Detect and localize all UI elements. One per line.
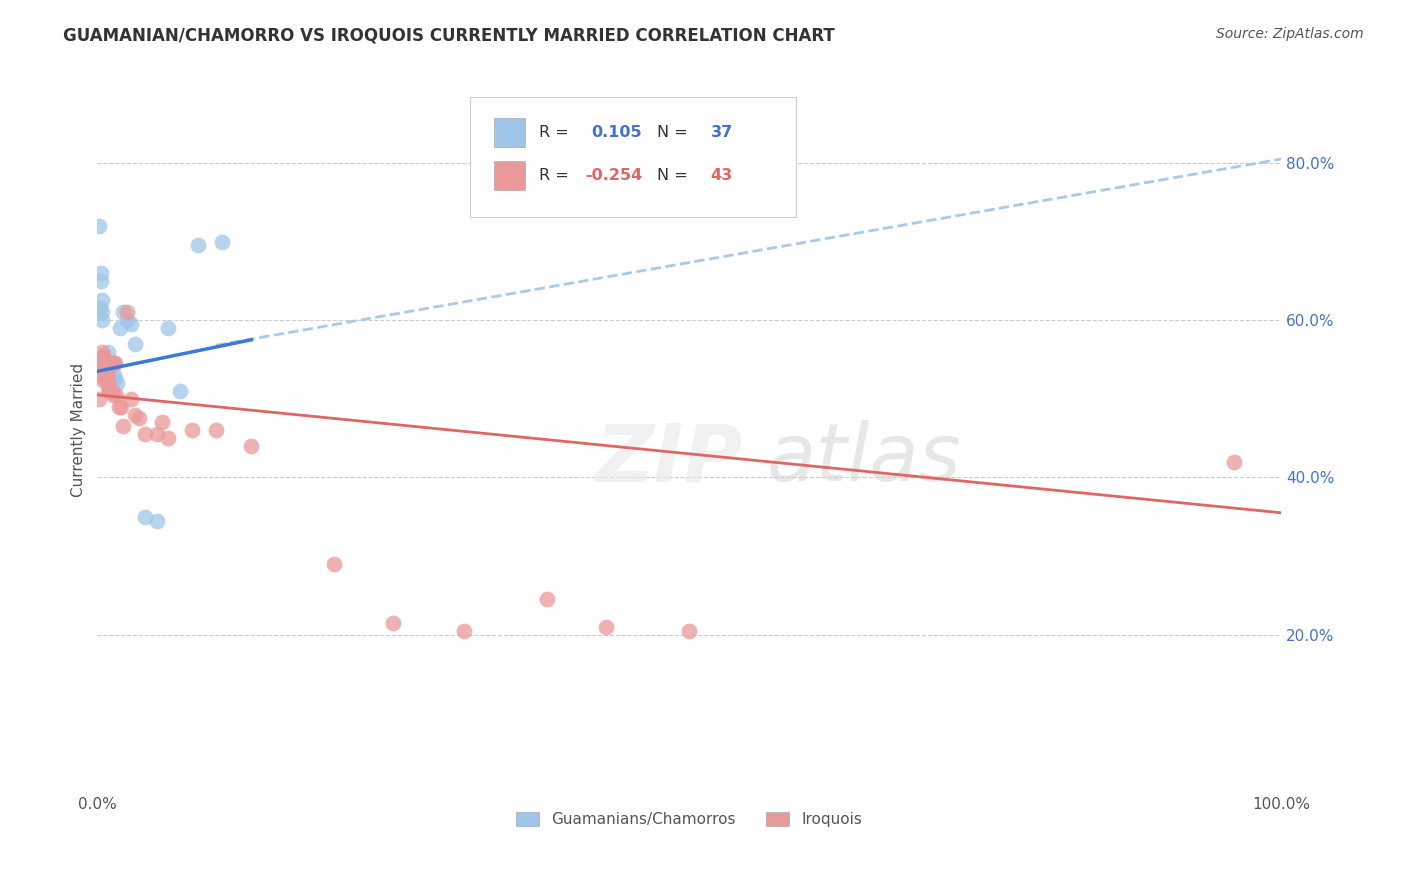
Point [97, 344, 120, 359]
Point [108, 321, 131, 335]
Point [453, 624, 475, 638]
Point [101, 388, 124, 402]
Point [91, 305, 114, 319]
Point [94, 364, 117, 378]
FancyBboxPatch shape [471, 97, 796, 217]
Point [678, 624, 700, 638]
Text: 37: 37 [710, 125, 733, 140]
Point [91, 360, 114, 375]
Point [134, 509, 156, 524]
Text: 43: 43 [710, 168, 733, 183]
Point [120, 317, 142, 331]
Point [91, 349, 114, 363]
Point [93, 360, 115, 375]
Point [104, 372, 127, 386]
Text: R =: R = [538, 125, 574, 140]
Point [240, 439, 263, 453]
Text: N =: N = [658, 125, 693, 140]
Point [103, 368, 125, 383]
Point [101, 356, 124, 370]
Point [204, 423, 226, 437]
Point [124, 408, 146, 422]
Point [97, 376, 120, 390]
Point [90, 274, 112, 288]
Point [115, 313, 138, 327]
Point [100, 384, 122, 398]
Point [87, 392, 110, 406]
Point [112, 305, 135, 319]
Point [145, 514, 167, 528]
Point [89, 368, 111, 383]
Text: R =: R = [538, 168, 574, 183]
Point [93, 356, 115, 370]
Point [105, 388, 128, 402]
Point [323, 557, 346, 571]
Point [94, 356, 117, 370]
Point [100, 360, 122, 375]
Point [112, 419, 135, 434]
Point [595, 620, 617, 634]
Point [103, 356, 125, 370]
Point [100, 384, 122, 398]
Point [100, 356, 122, 370]
Point [536, 592, 558, 607]
Point [91, 349, 114, 363]
Text: GUAMANIAN/CHAMORRO VS IROQUOIS CURRENTLY MARRIED CORRELATION CHART: GUAMANIAN/CHAMORRO VS IROQUOIS CURRENTLY… [63, 27, 835, 45]
Bar [494, 161, 524, 190]
Point [89, 301, 111, 316]
Point [98, 360, 121, 375]
Y-axis label: Currently Married: Currently Married [72, 363, 86, 498]
Point [93, 360, 115, 375]
Text: N =: N = [658, 168, 693, 183]
Point [91, 356, 114, 370]
Point [91, 344, 114, 359]
Point [104, 356, 127, 370]
Point [110, 400, 132, 414]
Point [169, 384, 191, 398]
Point [87, 219, 110, 233]
Point [120, 392, 142, 406]
Legend: Guamanians/Chamorros, Iroquois: Guamanians/Chamorros, Iroquois [509, 805, 870, 835]
Point [91, 360, 114, 375]
Point [90, 372, 112, 386]
Point [187, 238, 209, 252]
Point [152, 416, 174, 430]
Point [115, 305, 138, 319]
Point [94, 364, 117, 378]
Point [96, 368, 118, 383]
Point [93, 352, 115, 367]
Point [98, 356, 121, 370]
Point [96, 372, 118, 386]
Point [96, 364, 118, 378]
Text: ZIP: ZIP [595, 420, 742, 498]
Text: Source: ZipAtlas.com: Source: ZipAtlas.com [1216, 27, 1364, 41]
Text: atlas: atlas [766, 420, 962, 498]
Point [124, 336, 146, 351]
Point [134, 427, 156, 442]
Point [107, 376, 129, 390]
Point [145, 427, 167, 442]
Point [91, 356, 114, 370]
Text: 0.105: 0.105 [591, 125, 641, 140]
Point [382, 615, 405, 630]
Point [128, 411, 150, 425]
Point [96, 360, 118, 375]
Point [91, 313, 114, 327]
Text: -0.254: -0.254 [585, 168, 643, 183]
Point [1223, 455, 1246, 469]
Point [97, 380, 120, 394]
Point [157, 321, 180, 335]
Point [157, 431, 180, 445]
Point [91, 293, 114, 308]
Point [211, 235, 233, 249]
Point [90, 266, 112, 280]
Point [107, 400, 129, 414]
Point [181, 423, 204, 437]
Point [94, 356, 117, 370]
Bar [494, 118, 524, 146]
Point [97, 356, 120, 370]
Point [98, 384, 121, 398]
